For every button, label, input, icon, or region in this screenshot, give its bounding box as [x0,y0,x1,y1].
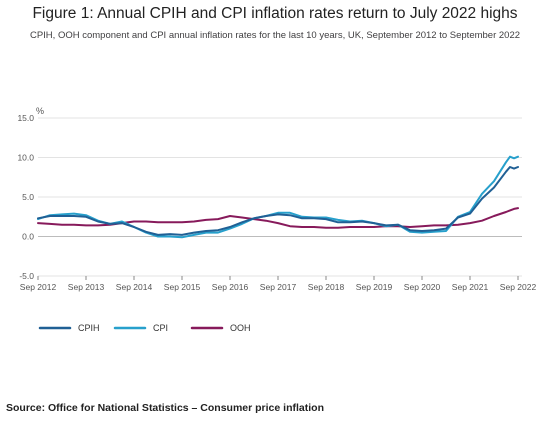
x-tick-label-6: Sep 2018 [308,282,345,292]
y-tick-label-2: 5.0 [22,192,34,202]
x-tick-label-5: Sep 2017 [260,282,297,292]
x-tick-label-9: Sep 2021 [452,282,489,292]
x-tick-label-10: Sep 2022 [500,282,537,292]
x-tick-label-3: Sep 2015 [164,282,201,292]
legend-label-cpih: CPIH [78,323,100,333]
grid-lines [38,117,522,277]
source-note: Source: Office for National Statistics –… [6,402,324,414]
legend-label-ooh: OOH [230,323,251,333]
x-tick-label-4: Sep 2016 [212,282,249,292]
y-tick-label-1: 0.0 [22,232,34,242]
y-tick-label-0: -5.0 [19,271,34,281]
x-tick-label-2: Sep 2014 [116,282,153,292]
series-lines [37,155,519,239]
x-tick-label-7: Sep 2019 [356,282,393,292]
y-axis-unit-label: % [36,106,44,116]
y-tick-label-4: 15.0 [17,113,34,123]
chart-title: Figure 1: Annual CPIH and CPI inflation … [32,5,518,22]
x-tick-label-0: Sep 2012 [20,282,57,292]
x-axis: Sep 2012 Sep 2013 Sep 2014 Sep 2015 Sep 2016… [20,276,537,292]
y-axis: -5.0 0.0 5.0 10.0 15.0 [17,113,34,281]
series-line-cpih [37,166,519,236]
chart-subtitle: CPIH, OOH component and CPI annual infla… [29,30,521,41]
legend: CPIH CPI OOH [38,323,251,333]
legend-label-cpi: CPI [153,323,168,333]
y-tick-label-3: 10.0 [17,153,34,163]
x-tick-label-8: Sep 2020 [404,282,441,292]
x-tick-label-1: Sep 2013 [68,282,105,292]
